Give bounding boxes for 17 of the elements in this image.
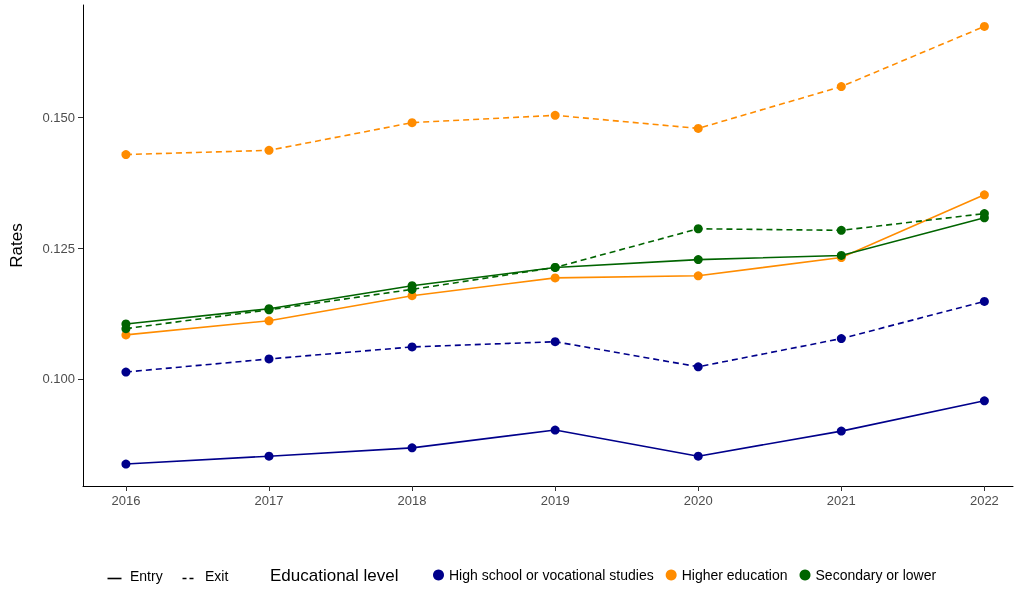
x-tick-label: 2018 [397,493,427,508]
x-tick-label: 2020 [683,493,713,508]
legend-label: High school or vocational studies [449,567,654,583]
x-tick-label: 2019 [540,493,570,508]
y-tick-label: 0.150 [42,109,75,125]
y-axis-title: Rates [7,223,26,268]
y-tick-label: 0.100 [42,371,75,387]
text: Exit [205,568,229,584]
x-tick-label: 2016 [111,493,141,508]
x-tick-label: 2022 [969,493,999,508]
y-tick-label: 0.125 [42,240,75,256]
legend-label: Higher education [681,567,788,583]
legend-label: Secondary or lower [815,567,937,583]
x-tick-label: 2021 [826,493,856,508]
x-tick-label: 2017 [254,493,284,508]
text: Entry [130,568,163,584]
legend-title: Educational level [270,566,399,585]
